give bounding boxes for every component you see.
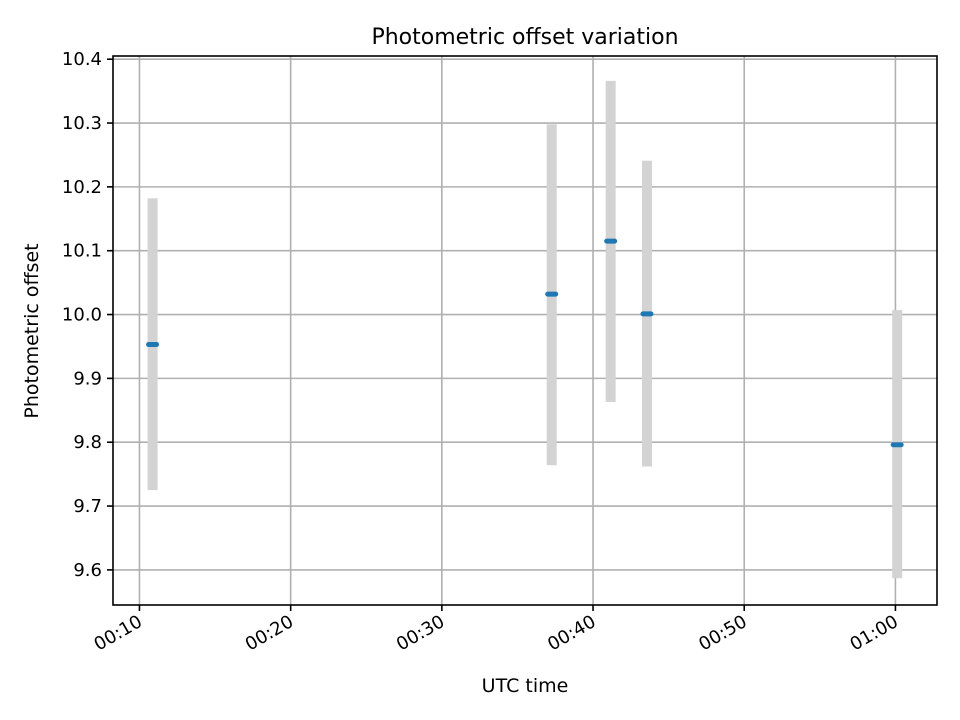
y-tick-label: 10.2 [62, 177, 102, 198]
y-tick-label: 10.0 [62, 305, 102, 326]
grid [113, 56, 937, 605]
x-axis-label: UTC time [482, 675, 569, 697]
y-tick-label: 9.8 [73, 432, 102, 453]
chart-title: Photometric offset variation [371, 25, 678, 50]
y-tick-label: 9.6 [73, 560, 102, 581]
data-points [146, 238, 904, 448]
y-tick-label: 9.9 [73, 368, 102, 389]
y-axis-label: Photometric offset [21, 243, 43, 418]
y-tick-label: 10.1 [62, 241, 102, 262]
y-tick-label: 10.3 [62, 113, 102, 134]
y-tick-label: 9.7 [73, 496, 102, 517]
plot-frame [112, 55, 938, 606]
y-tick-label: 10.4 [62, 49, 102, 70]
